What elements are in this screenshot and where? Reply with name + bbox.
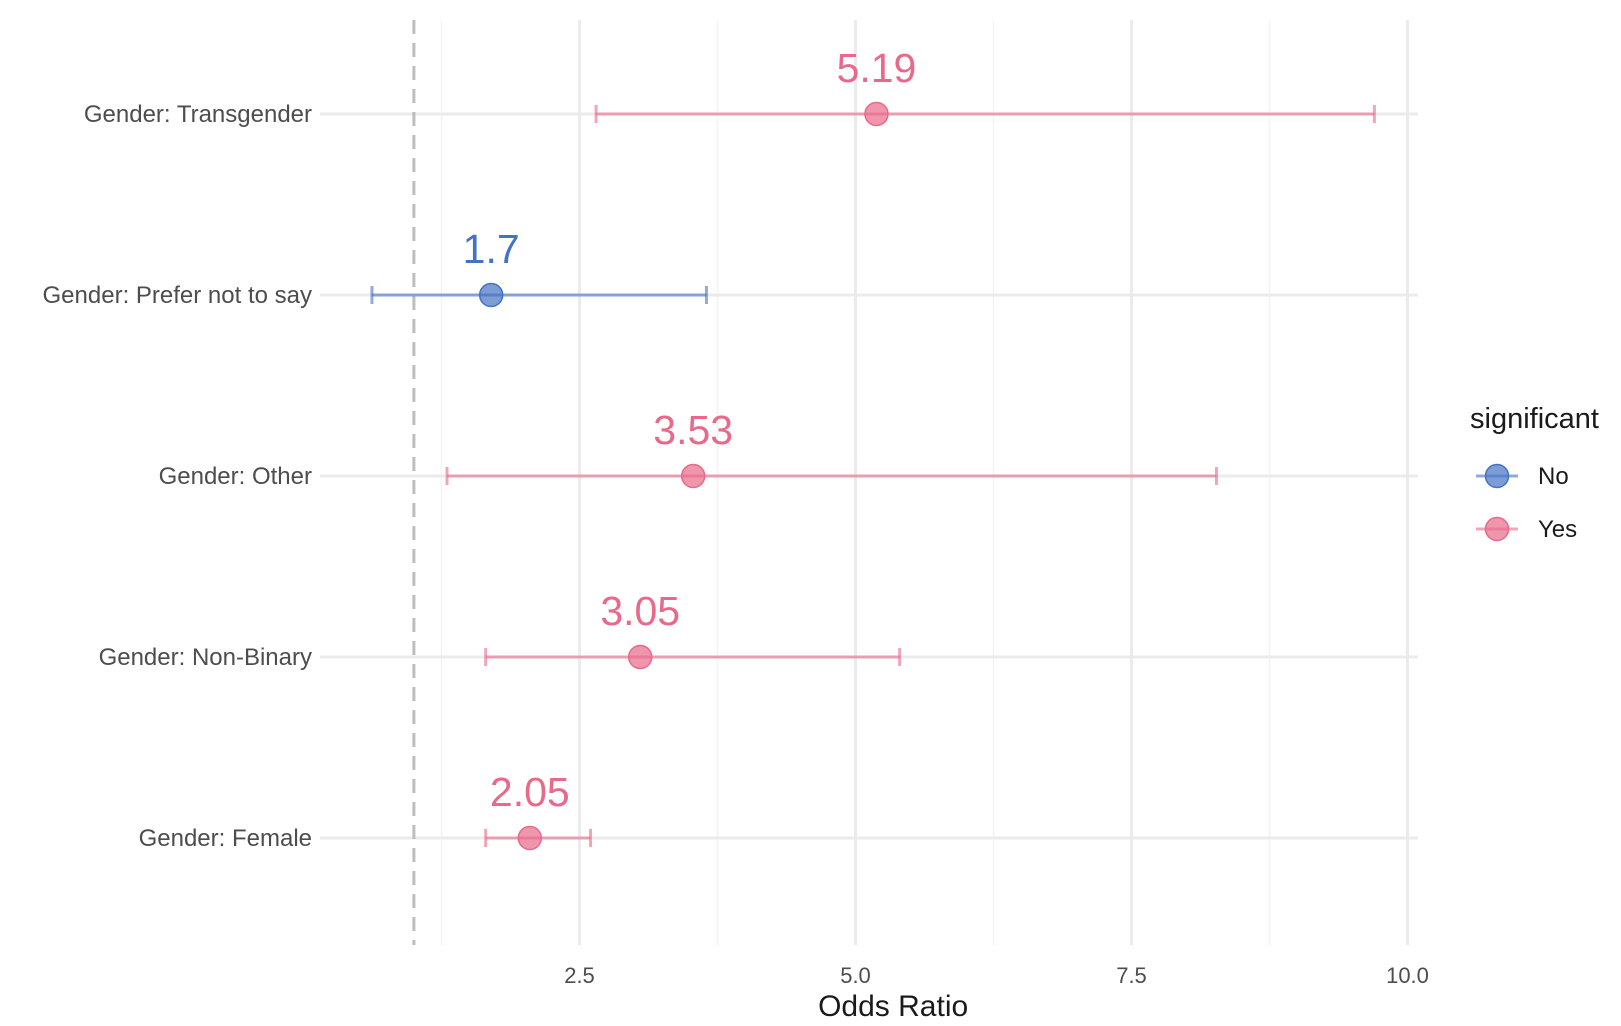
legend-title: significant xyxy=(1470,403,1599,435)
forest-row: 1.7 xyxy=(370,226,708,308)
forest-row: 3.53 xyxy=(445,407,1219,489)
y-tick-label: Gender: Prefer not to say xyxy=(43,282,312,309)
legend-item: Yes xyxy=(1476,516,1577,543)
legend-label: Yes xyxy=(1538,516,1577,543)
data-marks: 5.19 1.7 3.53 3.05 2.05 xyxy=(370,45,1376,851)
x-tick-label: 5.0 xyxy=(840,963,871,988)
y-tick-label: Gender: Transgender xyxy=(84,101,312,128)
forest-row: 5.19 xyxy=(594,45,1376,127)
x-tick-label: 10.0 xyxy=(1386,963,1429,988)
estimate-point xyxy=(864,101,889,127)
legend: significant No Yes xyxy=(1470,403,1599,543)
y-tick-label: Gender: Other xyxy=(159,463,312,490)
x-axis-title: Odds Ratio xyxy=(818,990,968,1023)
y-tick-label: Gender: Female xyxy=(139,825,312,852)
forest-row: 3.05 xyxy=(484,588,902,670)
y-axis-labels: Gender: Transgender Gender: Prefer not to… xyxy=(43,101,312,852)
estimate-point xyxy=(478,282,504,308)
value-label: 3.53 xyxy=(653,407,733,453)
value-label: 3.05 xyxy=(600,588,680,634)
y-tick-label: Gender: Non-Binary xyxy=(99,644,312,671)
legend-label: No xyxy=(1538,463,1569,490)
legend-key-point xyxy=(1484,463,1510,489)
x-tick-label: 7.5 xyxy=(1116,963,1147,988)
legend-item: No xyxy=(1476,463,1569,490)
estimate-point xyxy=(517,825,543,851)
value-label: 5.19 xyxy=(837,45,917,91)
value-label: 1.7 xyxy=(463,226,520,272)
forest-row: 2.05 xyxy=(484,769,593,851)
estimate-point xyxy=(680,463,706,489)
legend-items: No Yes xyxy=(1476,463,1577,543)
value-label: 2.05 xyxy=(490,769,570,815)
estimate-point xyxy=(627,644,653,670)
x-axis-labels: 2.5 5.0 7.5 10.0 xyxy=(564,963,1429,988)
x-tick-label: 2.5 xyxy=(564,963,595,988)
grid xyxy=(320,20,1418,945)
legend-key-point xyxy=(1484,516,1510,542)
